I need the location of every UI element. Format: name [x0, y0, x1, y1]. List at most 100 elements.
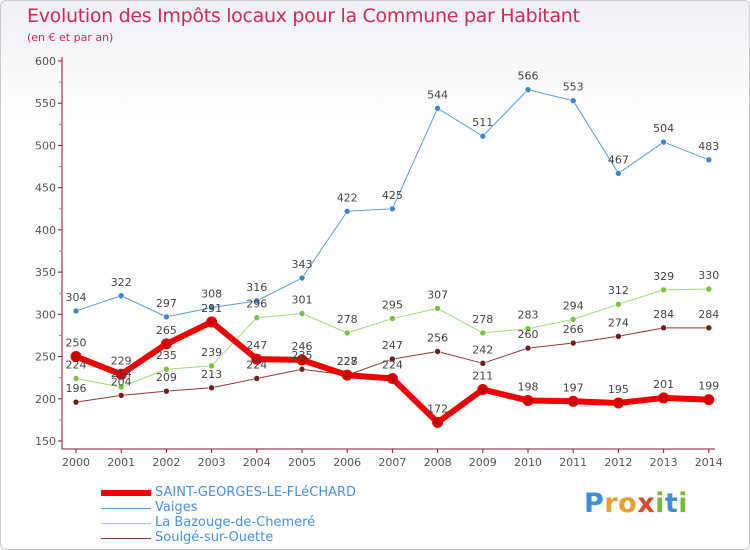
x-tick-label: 2012 — [604, 456, 632, 469]
data-label: 295 — [382, 299, 403, 312]
data-label: 301 — [292, 293, 313, 306]
data-point — [72, 307, 80, 315]
data-label: 294 — [563, 299, 584, 312]
data-point — [206, 316, 218, 328]
data-point — [569, 97, 577, 104]
data-point — [569, 316, 577, 323]
data-label: 197 — [563, 381, 584, 394]
data-point — [389, 355, 396, 363]
data-label: 224 — [382, 359, 403, 372]
data-point — [208, 384, 215, 392]
data-label: 467 — [608, 153, 629, 166]
logo-letter: i — [655, 488, 665, 519]
chart-subtitle: (en € et par an) — [27, 31, 114, 44]
data-label: 504 — [653, 122, 674, 135]
data-label: 278 — [472, 313, 493, 326]
y-tick-label: 150 — [35, 435, 56, 448]
data-label: 227 — [337, 355, 358, 368]
data-point — [434, 104, 441, 112]
chart-title: Evolution des Impôts locaux pour la Comm… — [27, 5, 580, 27]
data-point — [163, 365, 170, 373]
y-tick-label: 450 — [35, 182, 56, 195]
data-label: 246 — [292, 340, 313, 353]
data-label: 266 — [563, 323, 584, 336]
y-tick-label: 500 — [35, 139, 56, 152]
legend-label: La Bazouge-de-Chemeré — [155, 515, 316, 530]
data-label: 329 — [653, 270, 674, 283]
x-tick-label: 2009 — [469, 456, 497, 469]
series-vaiges — [72, 86, 713, 321]
x-tick-label: 2014 — [695, 456, 723, 469]
data-point — [160, 338, 172, 350]
y-tick-label: 400 — [35, 224, 56, 237]
data-point — [567, 395, 579, 407]
data-point — [253, 297, 261, 305]
data-label: 312 — [608, 284, 629, 297]
data-label: 195 — [608, 383, 629, 396]
data-label: 422 — [337, 191, 358, 204]
data-point — [660, 324, 667, 332]
series-soulg-sur-ouette — [72, 324, 713, 406]
x-tick-label: 2001 — [107, 456, 135, 469]
data-point — [660, 286, 667, 294]
data-point — [479, 132, 487, 140]
data-label: 304 — [66, 291, 87, 304]
data-point — [615, 300, 622, 308]
data-point — [386, 373, 398, 385]
data-label: 247 — [382, 339, 403, 352]
data-point — [115, 368, 127, 380]
data-label: 228 — [337, 355, 358, 368]
x-tick-label: 2005 — [288, 456, 316, 469]
data-point — [208, 304, 215, 311]
data-label: 172 — [427, 402, 448, 415]
data-point — [389, 315, 396, 322]
data-point — [70, 351, 82, 363]
data-label: 204 — [111, 375, 132, 388]
data-label: 242 — [472, 343, 493, 356]
data-point — [434, 348, 441, 355]
data-point — [477, 383, 489, 395]
logo-letter: o — [618, 488, 638, 519]
series-la-bazouge-de-chemer- — [72, 285, 713, 391]
data-point — [343, 208, 351, 215]
data-label: 199 — [698, 380, 719, 393]
data-point — [703, 394, 715, 406]
series-line — [75, 89, 710, 318]
data-label: 316 — [246, 281, 267, 294]
data-point — [612, 397, 624, 409]
x-tick-label: 2007 — [378, 456, 406, 469]
data-point — [569, 339, 577, 347]
data-label: 260 — [518, 328, 539, 341]
data-point — [432, 416, 444, 428]
data-point — [117, 292, 125, 300]
data-label: 196 — [66, 382, 87, 395]
data-point — [524, 325, 532, 332]
legend-swatch — [101, 490, 151, 496]
data-label: 284 — [653, 308, 674, 321]
x-tick-label: 2010 — [514, 456, 542, 469]
data-label: 224 — [246, 359, 267, 372]
y-tick-label: 300 — [35, 308, 56, 321]
data-point — [434, 305, 441, 312]
x-tick-label: 2013 — [650, 456, 678, 469]
data-label: 250 — [66, 337, 87, 350]
data-label: 511 — [472, 116, 493, 129]
data-point — [658, 392, 670, 404]
data-point — [298, 274, 306, 282]
data-label: 483 — [698, 140, 719, 153]
data-label: 307 — [427, 288, 448, 301]
legend-swatch — [101, 537, 151, 539]
data-label: 235 — [292, 349, 313, 362]
data-label: 256 — [427, 331, 448, 344]
x-tick-label: 2004 — [243, 456, 271, 469]
data-label: 322 — [111, 276, 132, 289]
series-saint-georges-le-fl-chard — [70, 316, 715, 428]
data-point — [341, 369, 353, 381]
data-label: 343 — [292, 258, 313, 271]
data-point — [479, 360, 487, 367]
data-point — [253, 375, 261, 382]
data-point — [72, 398, 80, 406]
data-label: 283 — [518, 309, 539, 322]
